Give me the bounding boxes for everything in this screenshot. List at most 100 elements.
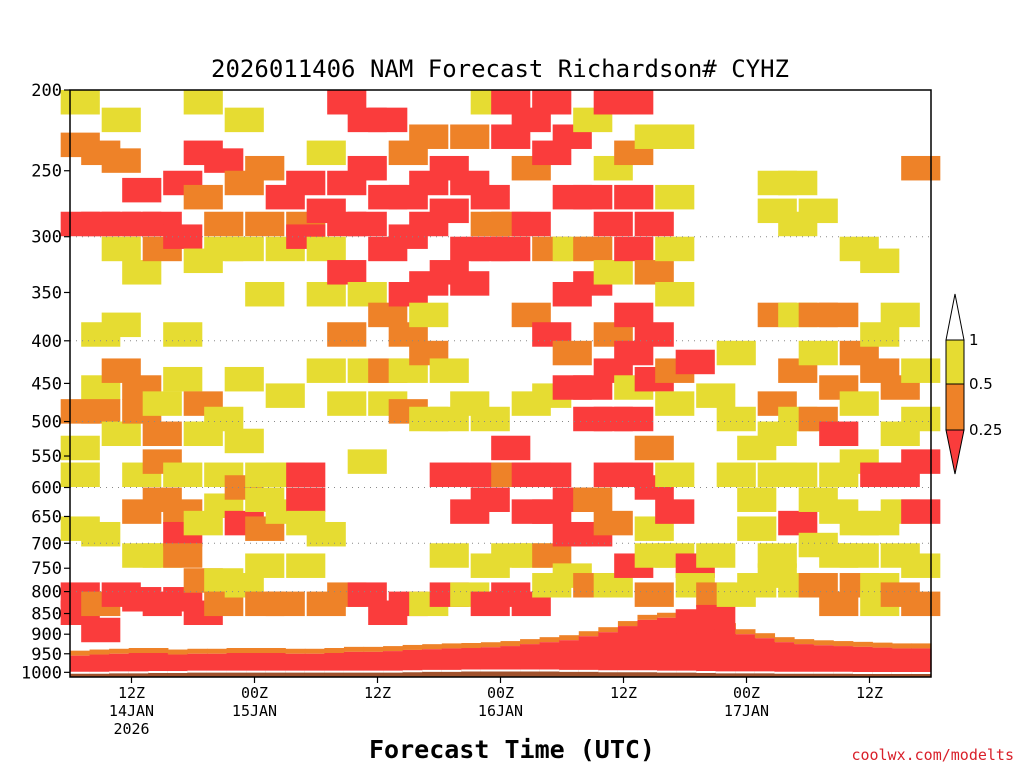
ri-cell <box>347 155 387 181</box>
pbl-cell <box>637 619 658 672</box>
ri-cell <box>532 462 572 488</box>
ri-cell <box>552 340 592 366</box>
ri-cell <box>101 236 141 262</box>
pbl-edge-cell <box>285 648 306 654</box>
y-tick-label: 900 <box>31 625 62 645</box>
ri-cell <box>142 421 182 447</box>
x-tick-label: 12Z <box>118 684 145 702</box>
ri-cell <box>101 148 141 173</box>
ri-cell <box>306 236 346 262</box>
ri-cell <box>245 553 285 578</box>
surface-cell <box>167 671 189 677</box>
pbl-cell <box>363 651 384 672</box>
ri-cell <box>819 421 859 447</box>
ri-cell <box>655 391 695 416</box>
ri-cell <box>265 383 305 408</box>
pbl-cell <box>89 654 110 673</box>
ri-cell <box>614 406 654 432</box>
ri-cell <box>634 211 674 237</box>
surface-cell <box>461 670 482 677</box>
ri-cell <box>163 462 203 488</box>
pbl-edge-cell <box>774 637 795 643</box>
ri-cell <box>696 604 736 630</box>
pbl-edge-cell <box>343 646 365 652</box>
ri-cell <box>819 302 859 328</box>
ri-cell <box>634 435 674 461</box>
ri-cell <box>716 406 756 432</box>
colorbar-top-arrow <box>945 293 965 341</box>
pbl-cell <box>794 644 815 673</box>
surface-cell <box>402 671 423 677</box>
ri-cell <box>368 107 408 133</box>
pbl-cell <box>343 651 365 672</box>
pbl-edge-cell <box>383 646 404 652</box>
y-tick-label: 350 <box>31 283 62 303</box>
ri-cell <box>778 170 818 196</box>
surface-cell <box>441 670 462 677</box>
ri-cell <box>60 90 100 115</box>
ri-cell <box>347 449 387 474</box>
ri-cell <box>470 184 510 210</box>
ri-cell <box>60 462 100 488</box>
surface-cell <box>128 672 149 677</box>
pbl-edge-cell <box>304 648 325 654</box>
ri-cell <box>204 211 244 237</box>
ri-cell <box>245 155 285 181</box>
surface-cell <box>422 670 443 677</box>
y-tick-label: 750 <box>31 559 62 579</box>
pbl-cell <box>891 648 913 674</box>
surface-cell <box>226 671 247 677</box>
surface-cell <box>911 673 932 677</box>
pbl-cell <box>265 653 286 672</box>
pbl-edge-cell <box>402 644 423 650</box>
surface-cell <box>617 671 639 677</box>
ri-cell <box>655 236 695 262</box>
pbl-edge-cell <box>187 648 208 654</box>
x-tick-label: 15JAN <box>232 702 277 720</box>
surface-cell <box>70 672 91 677</box>
ri-cell <box>224 107 264 133</box>
surface-cell <box>578 670 599 677</box>
pbl-edge-cell <box>637 614 658 620</box>
ri-cell <box>655 499 695 524</box>
y-tick-label: 600 <box>31 478 62 498</box>
pbl-cell <box>520 644 541 671</box>
ri-cell <box>511 211 551 237</box>
ri-cell <box>204 406 244 432</box>
ri-cell <box>614 184 654 210</box>
ri-cell <box>614 90 654 115</box>
ri-cell <box>573 236 613 262</box>
y-tick-label: 500 <box>31 413 62 433</box>
pbl-edge-cell <box>520 639 541 645</box>
pbl-edge-cell <box>128 648 149 654</box>
pbl-edge-cell <box>265 648 286 654</box>
ri-cell <box>860 248 900 274</box>
pbl-cell <box>833 646 854 673</box>
ri-cell <box>450 271 490 296</box>
pbl-edge-cell <box>852 641 873 647</box>
ri-cell <box>101 312 141 338</box>
pbl-cell <box>148 653 169 672</box>
ri-cell <box>429 198 469 224</box>
ri-cell <box>901 406 941 432</box>
ri-cell <box>204 148 244 173</box>
y-tick-label: 400 <box>31 332 62 352</box>
source-credit: coolwx.com/modelts <box>851 746 1014 764</box>
pbl-edge-cell <box>911 643 932 649</box>
pbl-cell <box>578 636 599 671</box>
surface-cell <box>343 671 365 677</box>
surface-cell <box>833 672 854 677</box>
pbl-edge-cell <box>206 648 228 654</box>
pbl-edge-cell <box>246 648 267 654</box>
ri-cell <box>429 358 469 383</box>
ri-cell <box>81 617 121 643</box>
ri-cell <box>573 487 613 512</box>
pbl-cell <box>852 646 873 674</box>
ri-cell <box>593 510 633 536</box>
ri-cell <box>696 383 736 408</box>
pbl-cell <box>735 634 756 673</box>
pbl-edge-cell <box>70 650 91 656</box>
pbl-edge-cell <box>500 641 521 647</box>
pbl-edge-cell <box>598 627 619 633</box>
